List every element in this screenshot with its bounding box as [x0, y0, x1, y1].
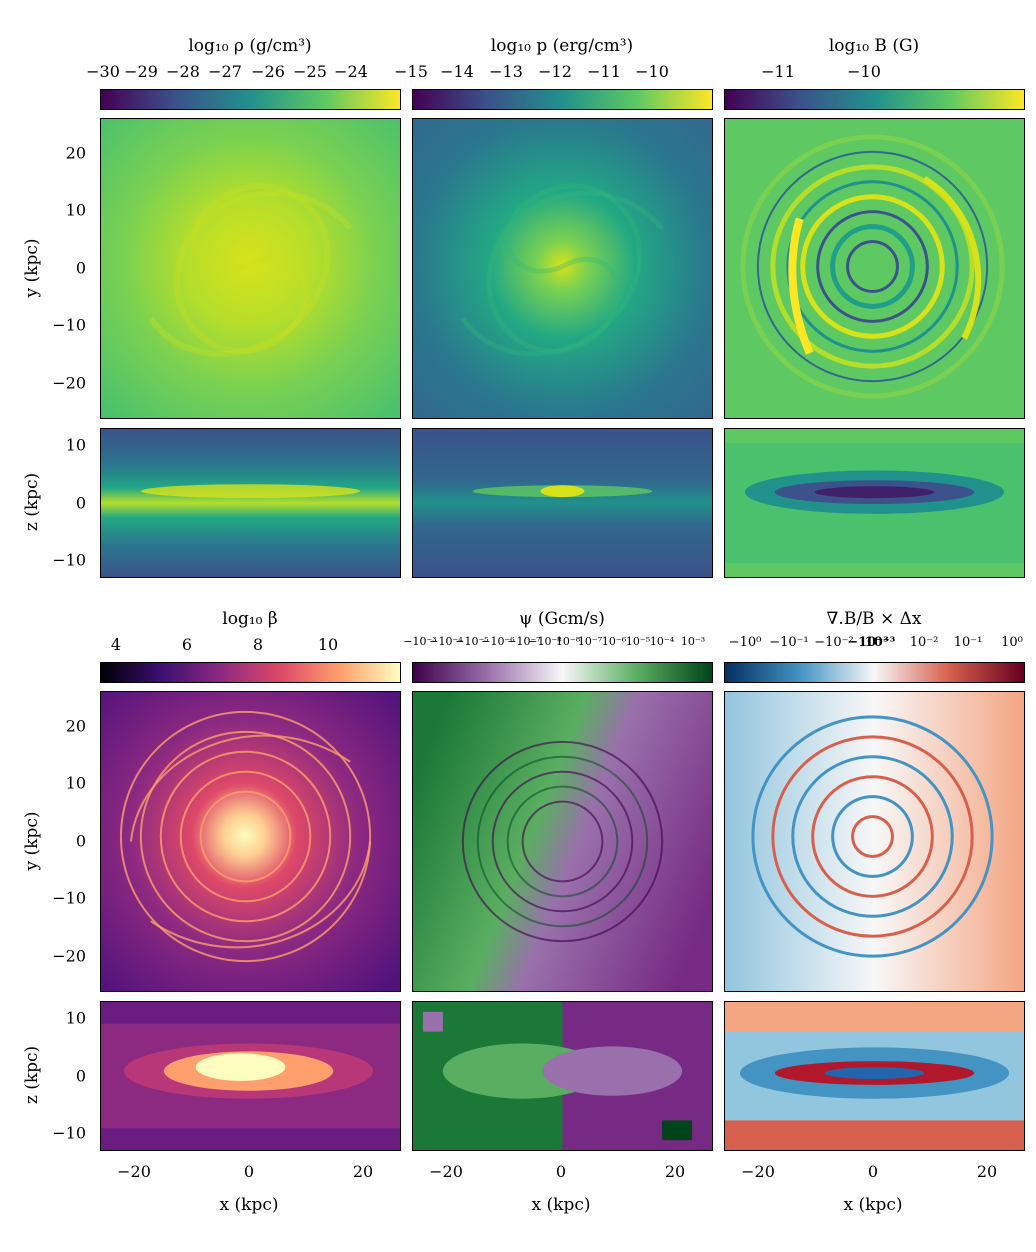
y-tick: 0: [75, 831, 86, 851]
cb-tick: −28: [166, 62, 200, 81]
cb-tick: −24: [334, 62, 368, 81]
z-tick: 10: [65, 1008, 86, 1028]
magnetic-field-face-on-map: [724, 118, 1025, 419]
y-tick: 10: [65, 773, 86, 793]
y-tick: 20: [65, 716, 86, 736]
colorbar-title-density: log₁₀ ρ (g/cm³): [188, 36, 312, 56]
y-tick: 10: [65, 200, 86, 220]
cb-tick: −10⁻¹: [769, 635, 809, 650]
cb-tick: −25: [293, 62, 327, 81]
x-tick: 0: [243, 1162, 255, 1181]
colorbar-title-magnetic-field: log₁₀ B (G): [828, 36, 920, 56]
y-axis-label-row1: y (kpc): [22, 238, 42, 298]
cb-tick: −29: [124, 62, 158, 81]
cb-tick: −10⁻⁷: [507, 635, 541, 648]
colorbar-magnetic-field: [724, 89, 1025, 110]
magnetic-field-edge-on-map: [724, 428, 1025, 578]
plasma-beta-face-on-map: [100, 691, 401, 992]
z-tick: 10: [65, 435, 86, 455]
cb-tick: −12: [538, 62, 572, 81]
colorbar-plasma-beta: [100, 662, 401, 683]
cb-tick: 10⁻²: [909, 635, 939, 650]
y-tick: −20: [52, 373, 86, 393]
y-tick: −10: [52, 315, 86, 335]
y-tick: −20: [52, 946, 86, 966]
cb-tick: −10⁻³: [847, 635, 889, 650]
pressure-edge-on-map: [412, 428, 713, 578]
z-axis-label-row2: z (kpc): [22, 1045, 42, 1105]
pressure-face-on-map: [412, 118, 713, 419]
x-tick: −20: [429, 1162, 463, 1181]
x-tick: 20: [976, 1162, 998, 1181]
x-axis-label-col1: x (kpc): [219, 1195, 279, 1215]
x-axis-label-col2: x (kpc): [531, 1195, 591, 1215]
cb-tick: −10⁻⁸: [528, 635, 562, 648]
cb-tick: 10⁻⁷: [577, 635, 603, 648]
psi-face-on-map: [412, 691, 713, 992]
density-edge-on-map: [100, 428, 401, 578]
cb-tick: −10⁰: [728, 635, 762, 650]
z-tick: 0: [75, 493, 86, 513]
cb-tick: −13: [489, 62, 523, 81]
cb-tick: 4: [110, 635, 122, 654]
cb-tick: −14: [440, 62, 474, 81]
cb-tick: 10⁻⁸: [555, 635, 581, 648]
colorbar-title-divergence: ∇.B/B × Δx: [826, 609, 922, 629]
cb-tick: 10⁻¹: [953, 635, 983, 650]
cb-tick: −10⁻²: [814, 635, 854, 650]
z-tick: −10: [52, 1123, 86, 1143]
divergence-face-on-map: [724, 691, 1025, 992]
colorbar-divergence: [724, 662, 1025, 683]
colorbar-title-plasma-beta: log₁₀ β: [222, 609, 278, 629]
x-axis-label-col3: x (kpc): [843, 1195, 903, 1215]
divergence-edge-on-map: [724, 1001, 1025, 1151]
x-tick: −20: [741, 1162, 775, 1181]
cb-tick: −26: [251, 62, 285, 81]
cb-tick: −15: [394, 62, 428, 81]
x-tick: 0: [867, 1162, 879, 1181]
cb-tick: 10⁻³: [864, 635, 896, 650]
cb-tick: −30: [86, 62, 120, 81]
cb-tick: 10: [317, 635, 339, 654]
cb-tick: 10⁰: [1001, 635, 1023, 650]
colorbar-pressure: [412, 89, 713, 110]
colorbar-title-psi: ψ (Gcm/s): [519, 609, 605, 629]
plasma-beta-edge-on-map: [100, 1001, 401, 1151]
colorbar-density: [100, 89, 401, 110]
x-tick: 20: [352, 1162, 374, 1181]
cb-tick: −11: [761, 62, 795, 81]
cb-tick: −11: [587, 62, 621, 81]
y-tick: −10: [52, 888, 86, 908]
y-tick: 20: [65, 143, 86, 163]
colorbar-psi: [412, 662, 713, 683]
colorbar-title-pressure: log₁₀ p (erg/cm³): [490, 36, 634, 56]
y-axis-label-row2: y (kpc): [22, 811, 42, 871]
cb-tick: −10⁻⁴: [429, 635, 463, 648]
psi-edge-on-map: [412, 1001, 713, 1151]
cb-tick: −10: [847, 62, 881, 81]
x-tick: −20: [117, 1162, 151, 1181]
cb-tick: −10⁻⁶: [481, 635, 515, 648]
z-tick: 0: [75, 1066, 86, 1086]
z-tick: −10: [52, 550, 86, 570]
density-face-on-map: [100, 118, 401, 419]
z-axis-label-row1: z (kpc): [22, 472, 42, 532]
y-tick: 0: [75, 258, 86, 278]
cb-tick: −10⁻⁵: [455, 635, 489, 648]
x-tick: 0: [555, 1162, 567, 1181]
cb-tick: 10⁻⁴: [649, 635, 675, 648]
cb-tick: −10⁻³: [403, 635, 437, 648]
x-tick: 20: [664, 1162, 686, 1181]
cb-tick: 8: [252, 635, 264, 654]
cb-tick: 10⁻³: [680, 635, 706, 648]
cb-tick: 10⁻⁵: [625, 635, 651, 648]
cb-tick: 10⁻⁶: [601, 635, 627, 648]
cb-tick: −27: [208, 62, 242, 81]
cb-tick: −10: [635, 62, 669, 81]
cb-tick: 6: [181, 635, 193, 654]
